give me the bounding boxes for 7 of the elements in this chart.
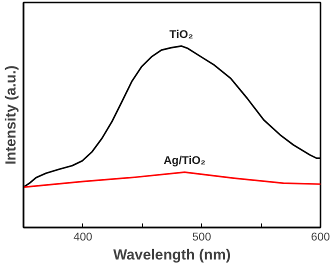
x-tick-label: 500 [192,232,212,244]
series-label: Ag/TiO₂ [164,155,206,168]
y-axis-title: Intensity (a.u.) [4,65,20,165]
x-axis-title: Wavelength (nm) [113,248,231,264]
x-tick-label: 400 [73,232,92,244]
x-tick-label: 600 [311,232,330,244]
series-label: TiO₂ [169,29,194,42]
